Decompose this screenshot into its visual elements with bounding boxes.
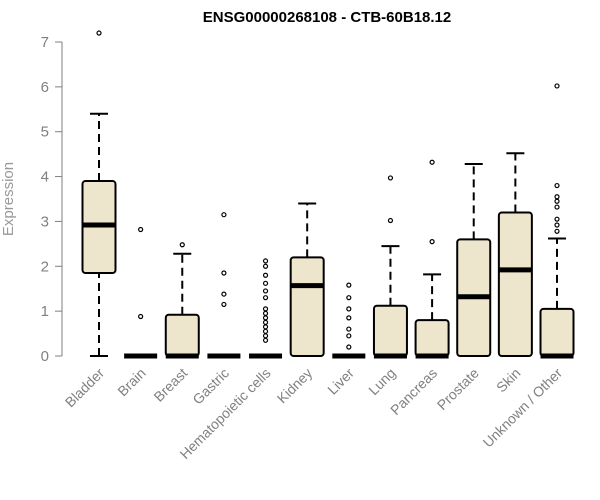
y-axis-label: Expression (0, 162, 17, 236)
x-category-label: Kidney (274, 365, 316, 407)
outlier-point (262, 258, 269, 264)
outlier-point (221, 212, 227, 218)
outlier-point (262, 280, 269, 286)
outlier-point (221, 301, 227, 308)
iqr-box (289, 256, 325, 358)
outlier-point (554, 198, 560, 204)
y-tick-label: 1 (41, 303, 49, 320)
outlier-point (554, 204, 560, 210)
box-0 (81, 30, 117, 357)
box-8 (414, 159, 450, 359)
y-tick-label: 4 (41, 169, 49, 186)
outlier-point (96, 30, 102, 36)
chart-title: ENSG00000268108 - CTB-60B18.12 (203, 9, 451, 26)
outlier-point (262, 333, 269, 339)
outlier-point (554, 182, 560, 189)
outlier-point (262, 319, 269, 325)
box-1 (124, 226, 158, 359)
outlier-point (221, 291, 227, 297)
y-tick-label: 3 (41, 213, 49, 230)
iqr-box (372, 304, 408, 358)
box-2 (164, 242, 200, 359)
iqr-box (539, 307, 575, 357)
outlier-point (429, 239, 435, 245)
outlier-point (346, 306, 352, 312)
box-5 (289, 202, 325, 358)
outlier-point (554, 222, 560, 228)
outlier-point (179, 242, 185, 248)
outlier-point (346, 295, 352, 301)
boxes-group (81, 30, 575, 359)
outlier-point (554, 228, 560, 234)
x-category-label: Breast (150, 365, 190, 405)
x-category-label: Prostate (434, 365, 482, 413)
outlier-point (221, 270, 227, 276)
outlier-point (346, 333, 352, 339)
y-tick-label: 5 (41, 124, 49, 141)
outlier-point (262, 295, 269, 301)
outlier-point (262, 288, 269, 294)
y-tick-label: 0 (41, 348, 49, 365)
x-category-label: Brain (114, 365, 148, 399)
box-11 (539, 83, 575, 359)
box-3 (207, 212, 241, 359)
box-6 (332, 282, 366, 359)
x-category-label: Skin (493, 365, 524, 396)
x-category-label: Bladder (62, 365, 108, 411)
outlier-point (387, 175, 394, 181)
box-7 (372, 175, 408, 359)
x-category-label: Unknown / Other (480, 365, 566, 451)
y-tick-label: 7 (41, 34, 49, 51)
outlier-point (262, 306, 269, 312)
outlier-point (387, 217, 394, 224)
outlier-point (346, 282, 352, 288)
outlier-point (138, 313, 144, 320)
box-10 (497, 152, 533, 357)
x-category-label: Lung (365, 365, 398, 398)
outlier-point (262, 337, 269, 343)
x-category-label: Liver (324, 365, 357, 398)
outlier-point (554, 83, 560, 89)
y-axis: 0 1 2 3 4 5 6 7 (41, 34, 63, 365)
outlier-point (554, 194, 560, 200)
outlier-point (429, 159, 435, 165)
outlier-point (346, 344, 352, 350)
outlier-point (262, 310, 269, 316)
box-9 (456, 163, 492, 357)
iqr-box (414, 319, 450, 358)
outlier-point (554, 216, 560, 222)
outlier-point (262, 324, 269, 330)
y-tick-label: 2 (41, 258, 49, 275)
outlier-point (262, 328, 269, 334)
outlier-point (262, 263, 269, 269)
outlier-point (262, 272, 269, 278)
outlier-point (262, 315, 269, 321)
outlier-point (346, 326, 352, 332)
outlier-point (138, 226, 144, 233)
outlier-point (346, 315, 352, 321)
iqr-box (497, 211, 533, 357)
y-tick-label: 6 (41, 79, 49, 96)
iqr-box (164, 313, 200, 357)
box-4 (249, 258, 283, 359)
